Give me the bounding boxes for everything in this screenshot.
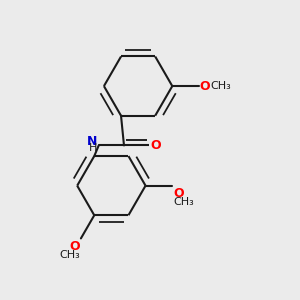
Text: CH₃: CH₃	[173, 197, 194, 207]
Text: H: H	[89, 143, 97, 153]
Text: O: O	[200, 80, 210, 93]
Text: CH₃: CH₃	[60, 250, 80, 260]
Text: O: O	[150, 139, 161, 152]
Text: O: O	[70, 240, 80, 253]
Text: CH₃: CH₃	[210, 81, 231, 91]
Text: N: N	[87, 135, 98, 148]
Text: O: O	[173, 187, 184, 200]
